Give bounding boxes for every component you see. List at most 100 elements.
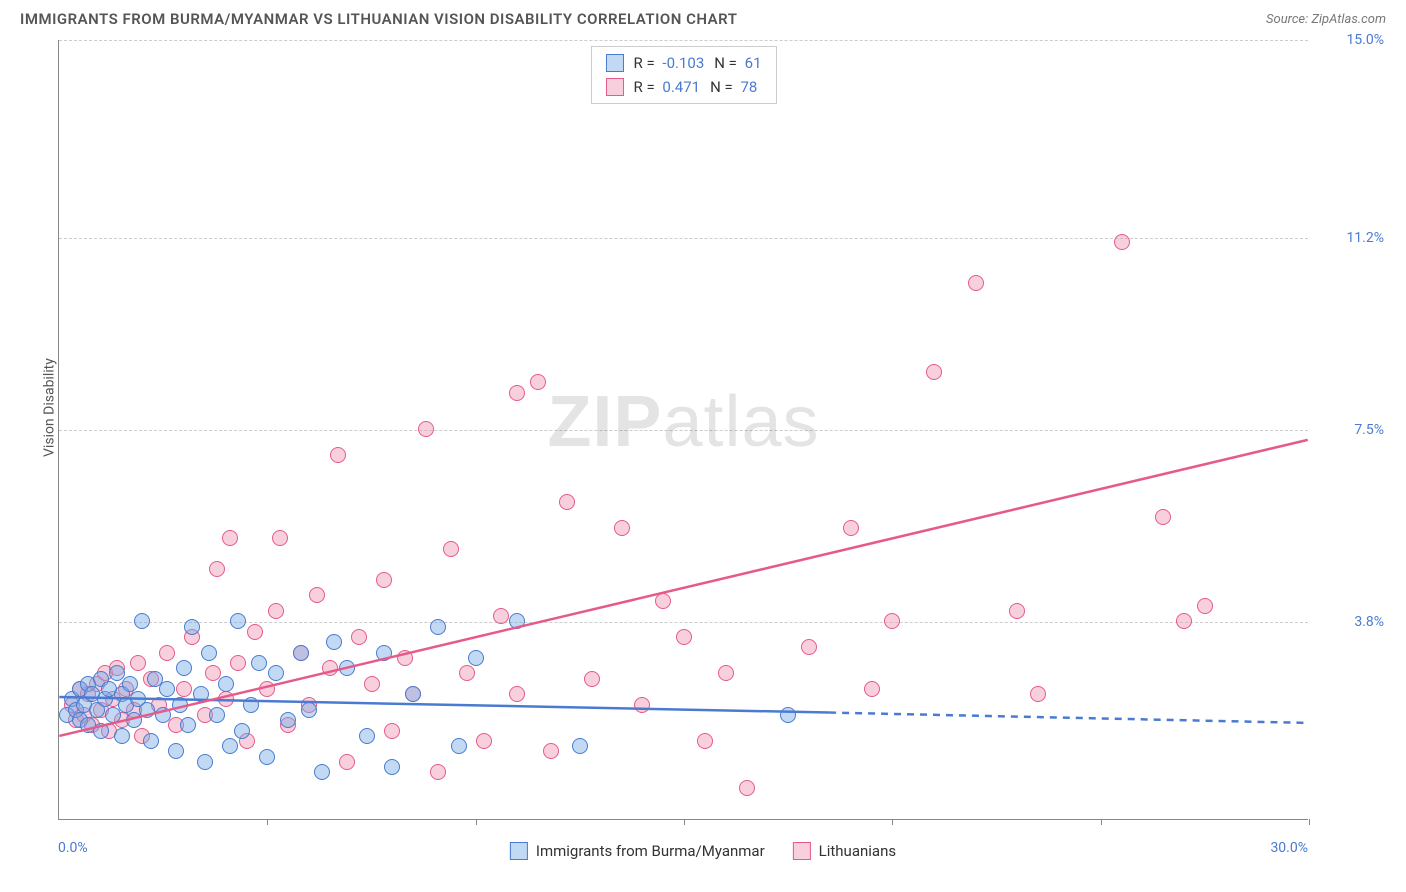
y-tick-label: 7.5% — [1354, 422, 1384, 438]
data-point-pink — [655, 593, 671, 609]
data-point-blue — [280, 712, 296, 728]
chart-container: Vision Disability R = -0.103 N = 61 R = … — [10, 34, 1396, 864]
data-point-pink — [509, 385, 525, 401]
data-point-pink — [509, 686, 525, 702]
data-point-blue — [384, 759, 400, 775]
legend-item-blue: Immigrants from Burma/Myanmar — [510, 842, 765, 860]
data-point-pink — [476, 733, 492, 749]
data-point-pink — [209, 561, 225, 577]
data-point-pink — [218, 691, 234, 707]
correlation-legend: R = -0.103 N = 61 R = 0.471 N = 78 — [590, 46, 776, 104]
data-point-blue — [201, 645, 217, 661]
data-point-blue — [430, 619, 446, 635]
data-point-blue — [314, 764, 330, 780]
x-axis-max-label: 30.0% — [1270, 840, 1308, 856]
data-point-pink — [222, 530, 238, 546]
data-point-blue — [243, 697, 259, 713]
data-point-pink — [364, 676, 380, 692]
data-point-blue — [251, 655, 267, 671]
y-axis-label: Vision Disability — [41, 358, 57, 457]
data-point-blue — [293, 645, 309, 661]
data-point-pink — [718, 665, 734, 681]
x-tick — [476, 819, 477, 825]
data-point-pink — [493, 608, 509, 624]
grid-line — [59, 430, 1308, 431]
data-point-pink — [130, 655, 146, 671]
data-point-blue — [93, 723, 109, 739]
y-tick-label: 15.0% — [1346, 32, 1384, 48]
data-point-blue — [209, 707, 225, 723]
data-point-blue — [509, 613, 525, 629]
data-point-pink — [330, 447, 346, 463]
data-point-blue — [197, 754, 213, 770]
chart-header: IMMIGRANTS FROM BURMA/MYANMAR VS LITHUAN… — [10, 10, 1396, 34]
data-point-pink — [443, 541, 459, 557]
legend-swatch-pink-icon — [793, 842, 811, 860]
data-point-pink — [864, 681, 880, 697]
data-point-pink — [459, 665, 475, 681]
data-point-pink — [968, 275, 984, 291]
data-point-pink — [697, 733, 713, 749]
data-point-blue — [222, 738, 238, 754]
data-point-pink — [309, 587, 325, 603]
data-point-blue — [139, 702, 155, 718]
data-point-blue — [572, 738, 588, 754]
plot-area: R = -0.103 N = 61 R = 0.471 N = 78 ZIPat… — [58, 40, 1308, 820]
data-point-blue — [184, 619, 200, 635]
data-point-blue — [122, 676, 138, 692]
data-point-pink — [230, 655, 246, 671]
data-point-pink — [634, 697, 650, 713]
source-attribution: Source: ZipAtlas.com — [1266, 12, 1386, 27]
grid-line — [59, 622, 1308, 623]
data-point-pink — [339, 754, 355, 770]
data-point-pink — [176, 681, 192, 697]
data-point-blue — [780, 707, 796, 723]
legend-row-pink: R = 0.471 N = 78 — [605, 75, 761, 99]
data-point-pink — [801, 639, 817, 655]
data-point-pink — [1114, 234, 1130, 250]
data-point-pink — [559, 494, 575, 510]
data-point-pink — [543, 743, 559, 759]
series-legend: Immigrants from Burma/Myanmar Lithuanian… — [502, 842, 904, 860]
x-axis-min-label: 0.0% — [58, 840, 88, 856]
legend-swatch-blue-icon — [510, 842, 528, 860]
data-point-blue — [234, 723, 250, 739]
data-point-pink — [584, 671, 600, 687]
data-point-blue — [143, 733, 159, 749]
data-point-pink — [247, 624, 263, 640]
data-point-blue — [268, 665, 284, 681]
x-tick — [1101, 819, 1102, 825]
data-point-pink — [926, 364, 942, 380]
data-point-pink — [259, 681, 275, 697]
data-point-pink — [1197, 598, 1213, 614]
data-point-blue — [180, 717, 196, 733]
data-point-pink — [384, 723, 400, 739]
data-point-blue — [114, 728, 130, 744]
data-point-pink — [530, 374, 546, 390]
data-point-blue — [159, 681, 175, 697]
data-point-pink — [614, 520, 630, 536]
grid-line — [59, 40, 1308, 41]
data-point-pink — [268, 603, 284, 619]
data-point-pink — [1030, 686, 1046, 702]
data-point-pink — [1009, 603, 1025, 619]
x-tick — [892, 819, 893, 825]
legend-item-pink: Lithuanians — [793, 842, 896, 860]
data-point-blue — [326, 634, 342, 650]
y-tick-label: 11.2% — [1346, 230, 1384, 246]
data-point-blue — [230, 613, 246, 629]
data-point-blue — [172, 697, 188, 713]
x-tick — [267, 819, 268, 825]
data-point-blue — [259, 749, 275, 765]
data-point-blue — [359, 728, 375, 744]
data-point-blue — [468, 650, 484, 666]
data-point-pink — [884, 613, 900, 629]
data-point-blue — [193, 686, 209, 702]
data-point-blue — [451, 738, 467, 754]
legend-swatch-pink — [605, 78, 623, 96]
data-point-pink — [322, 660, 338, 676]
data-point-blue — [176, 660, 192, 676]
x-tick — [684, 819, 685, 825]
chart-title: IMMIGRANTS FROM BURMA/MYANMAR VS LITHUAN… — [20, 10, 737, 28]
watermark: ZIPatlas — [547, 380, 819, 462]
